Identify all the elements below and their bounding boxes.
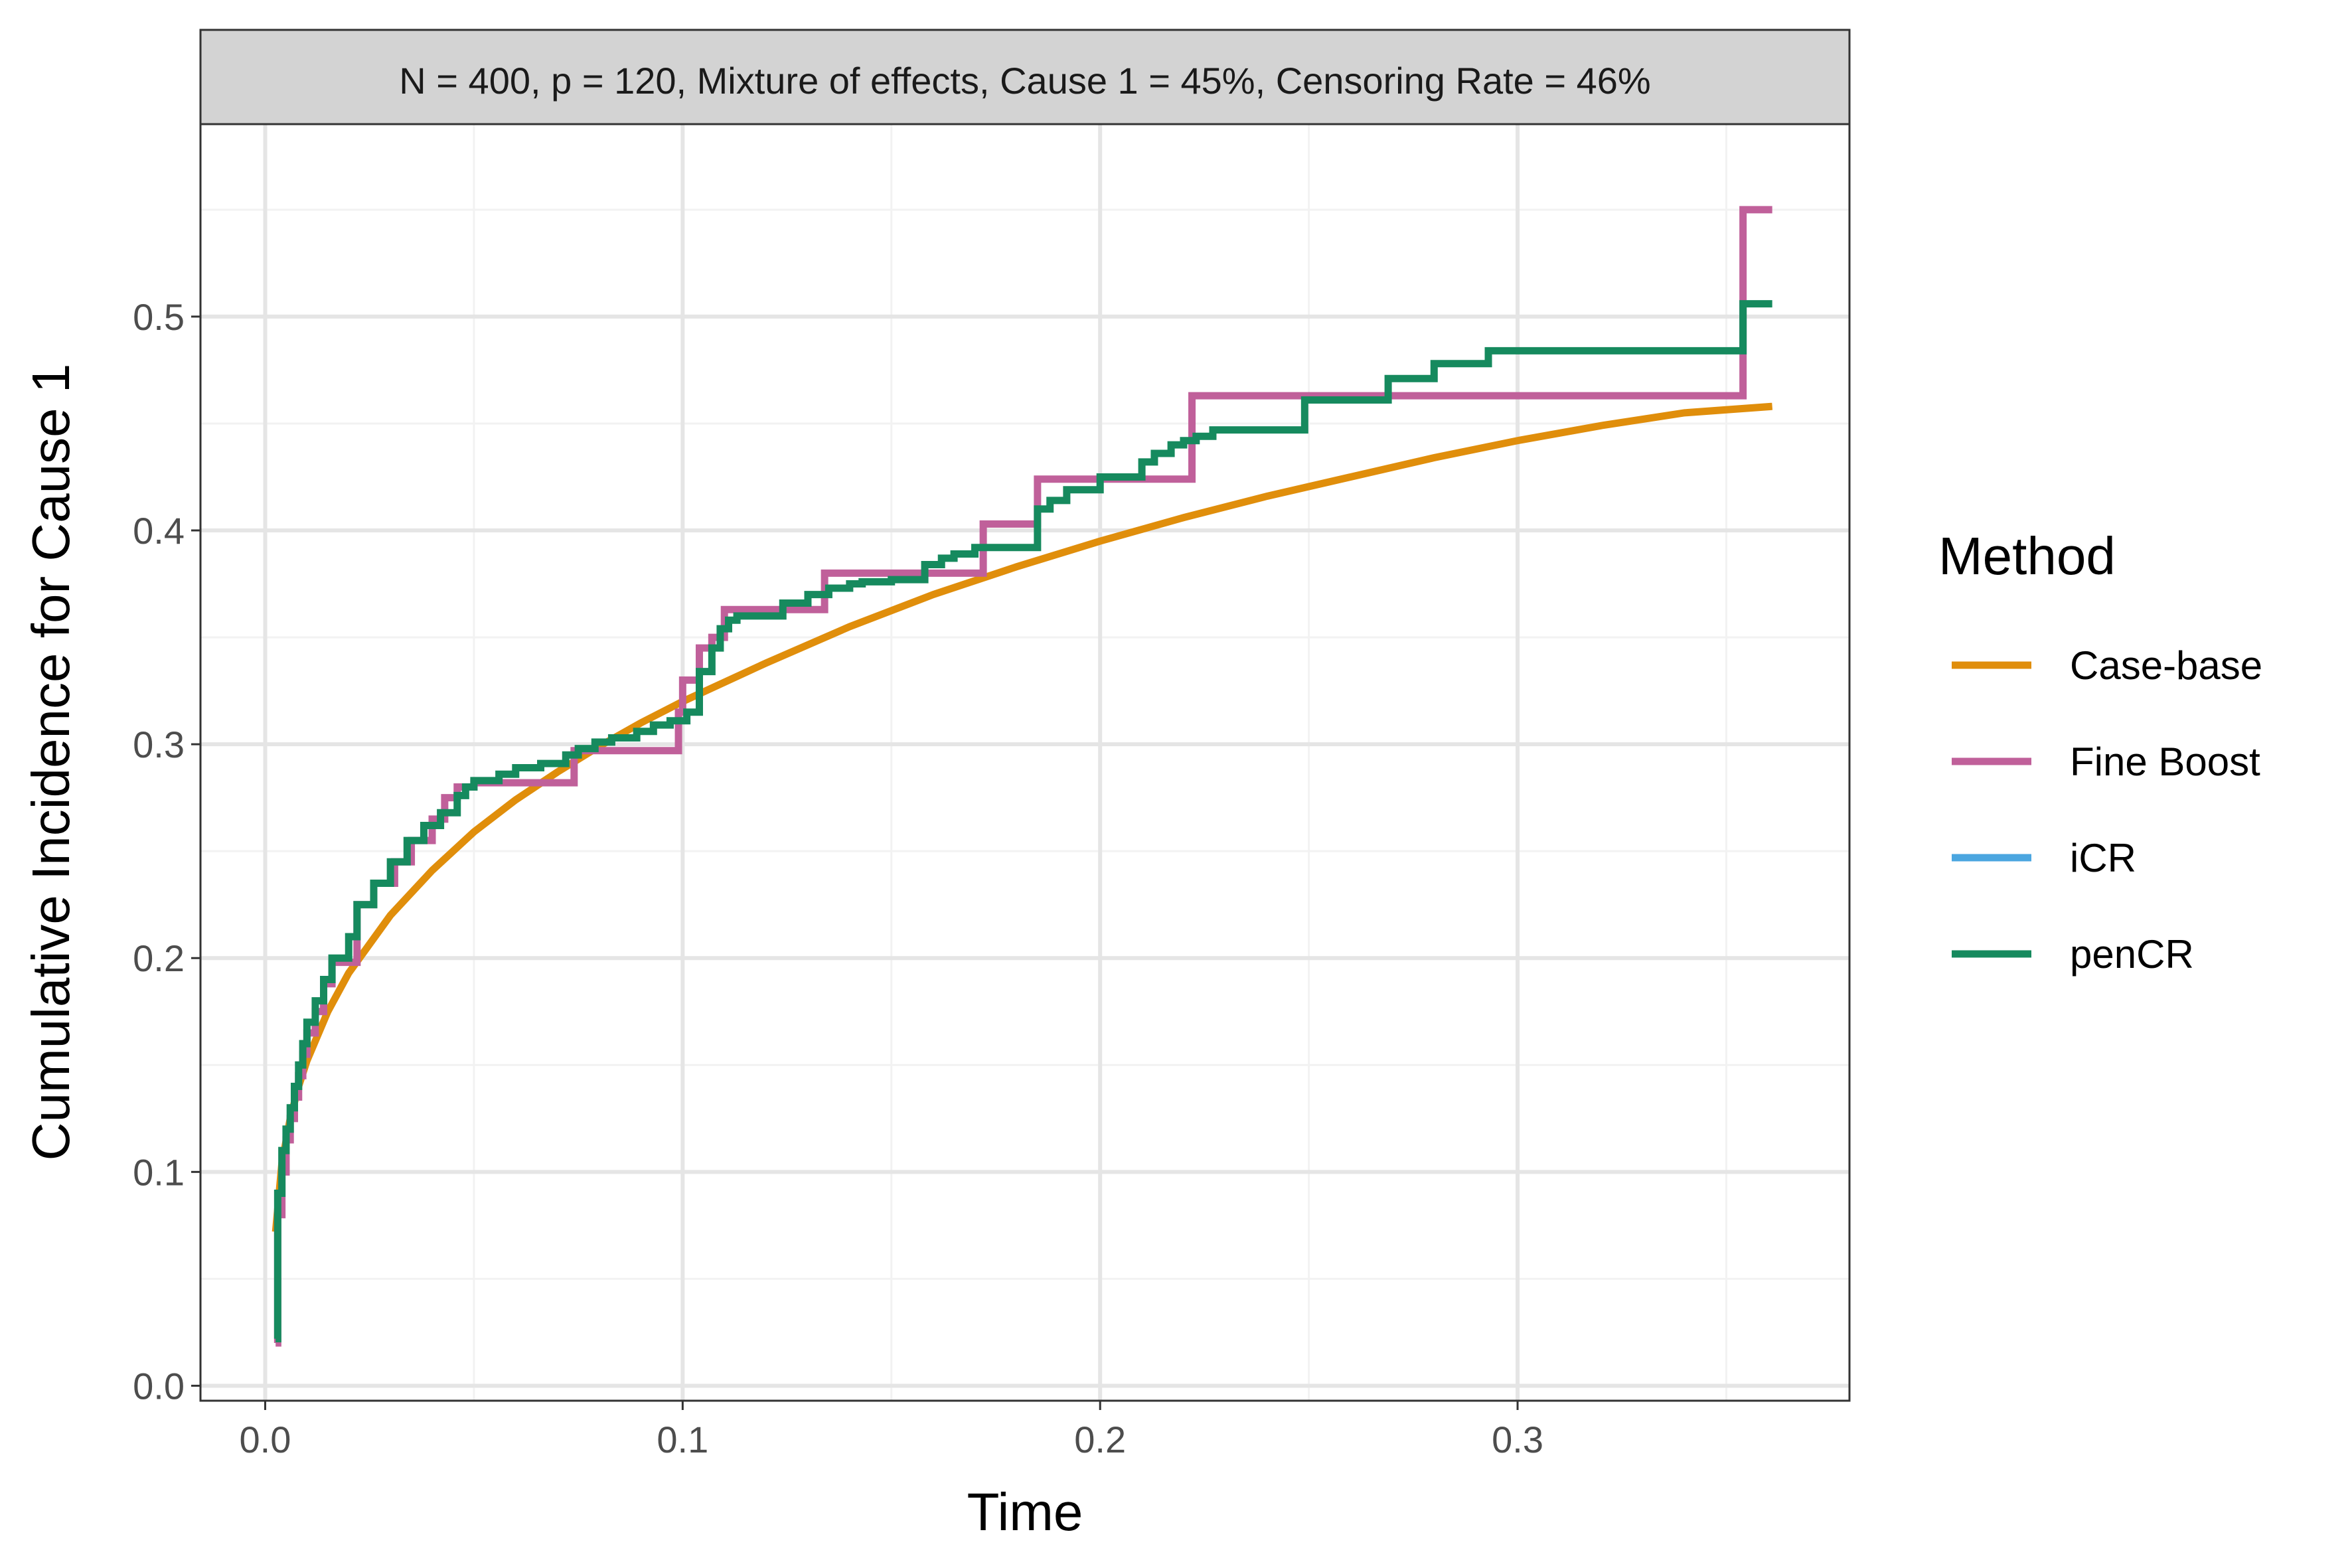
series-line-pencr [274,300,1772,1343]
x-tick-label: 0.0 [240,1419,291,1460]
x-tick-label: 0.1 [657,1419,708,1460]
y-tick-label: 0.0 [133,1365,185,1407]
x-tick-label: 0.3 [1492,1419,1543,1460]
y-axis-title: Cumulative Incidence for Cause 1 [21,364,80,1161]
y-tick-label: 0.2 [133,937,185,979]
facet-title: N = 400, p = 120, Mixture of effects, Ca… [399,60,1650,102]
y-tick-label: 0.5 [133,296,185,338]
y-tick-label: 0.3 [133,724,185,765]
legend-label-fine-boost: Fine Boost [2070,740,2260,784]
facet-strip [199,29,1851,125]
legend-title: Method [1938,526,2116,586]
legend-label-case-base: Case-base [2070,643,2262,688]
x-tick-label: 0.2 [1074,1419,1126,1460]
legend: Case-base Fine Boost iCR penCR [1952,643,2262,977]
legend-label-icr: iCR [2070,836,2136,880]
legend-label-pencr: penCR [2070,932,2194,977]
grid-lines [200,124,1849,1401]
y-tick-label: 0.1 [133,1151,185,1193]
panel-border [199,123,1851,1402]
y-tick-label: 0.4 [133,510,185,552]
x-axis-title: Time [967,1482,1083,1541]
plot-series [272,206,1773,1347]
axes: 0.0 0.1 0.2 0.3 0.0 0.1 0.2 0.3 0.4 0.5 [133,296,1543,1460]
